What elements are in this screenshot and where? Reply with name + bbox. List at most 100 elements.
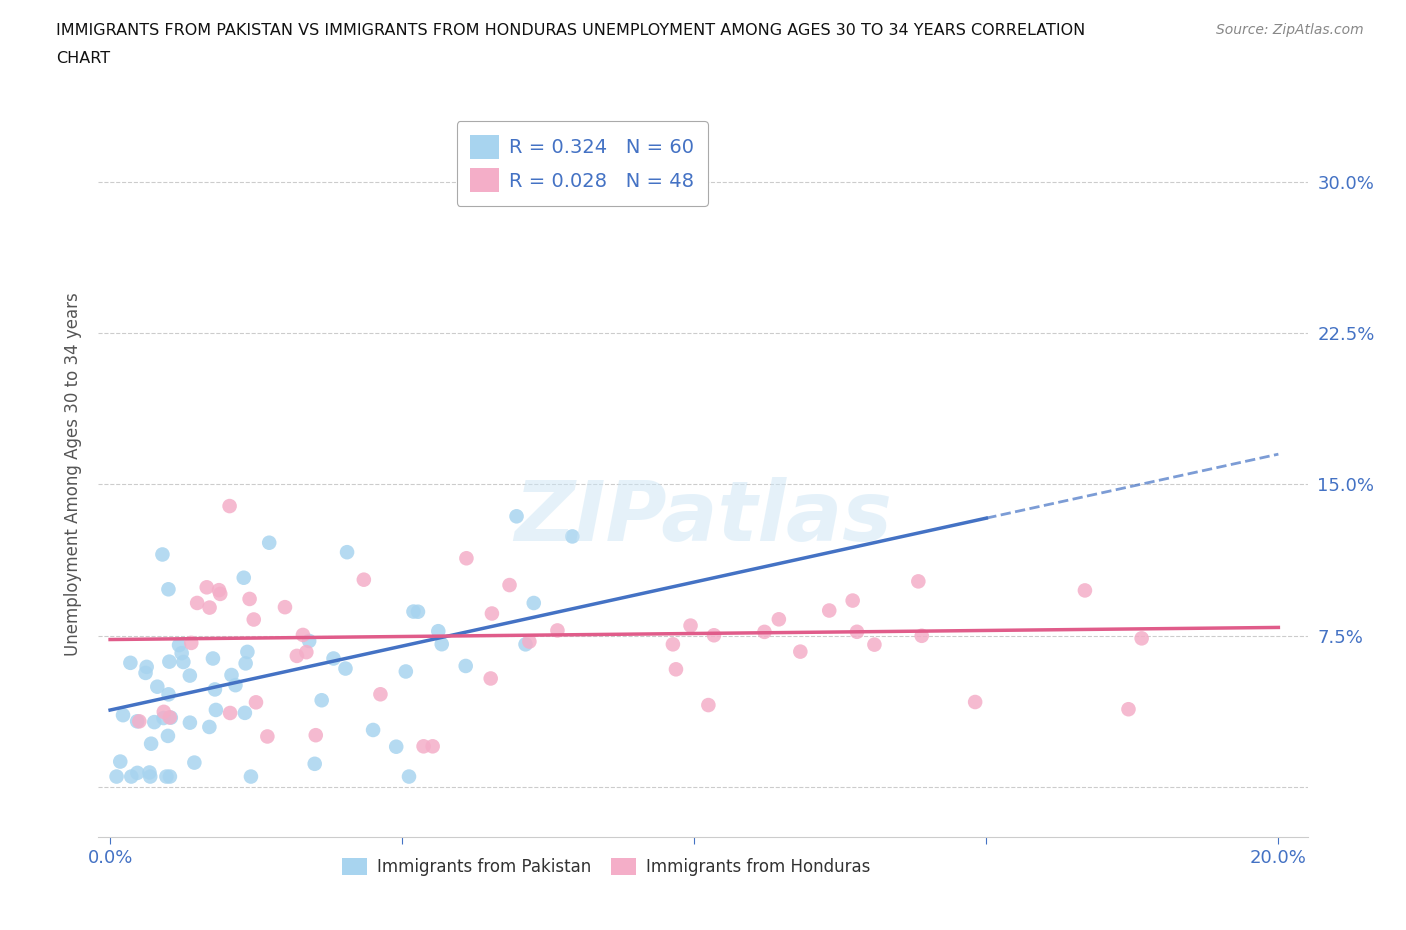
Point [703, 628, 725, 643]
Point [128, 714, 150, 729]
Point [422, 738, 444, 753]
Point [818, 603, 841, 618]
Point [370, 687, 392, 702]
Point [965, 695, 987, 710]
Point [127, 714, 149, 729]
Point [285, 648, 308, 663]
Point [398, 769, 420, 784]
Point [127, 765, 149, 780]
Point [157, 582, 180, 597]
Point [256, 729, 278, 744]
Point [454, 658, 477, 673]
Point [152, 547, 174, 562]
Point [257, 536, 280, 551]
Point [159, 711, 181, 725]
Point [353, 572, 375, 587]
Point [561, 529, 583, 544]
Point [236, 644, 259, 659]
Point [1118, 702, 1140, 717]
Y-axis label: Unemployment Among Ages 30 to 34 years: Unemployment Among Ages 30 to 34 years [63, 292, 82, 657]
Text: CHART: CHART [56, 51, 110, 66]
Text: ZIPatlas: ZIPatlas [515, 477, 891, 558]
Point [170, 645, 193, 660]
Point [239, 769, 262, 784]
Point [662, 637, 685, 652]
Point [519, 634, 541, 649]
Point [201, 651, 224, 666]
Point [789, 644, 811, 659]
Point [546, 623, 568, 638]
Point [291, 628, 314, 643]
Point [274, 600, 297, 615]
Point [295, 644, 318, 659]
Point [665, 662, 688, 677]
Point [204, 682, 226, 697]
Point [157, 654, 180, 669]
Point [159, 710, 181, 724]
Point [159, 769, 181, 784]
Point [235, 656, 257, 671]
Point [385, 739, 408, 754]
Point [311, 693, 333, 708]
Point [406, 604, 429, 619]
Point [224, 678, 246, 693]
Point [221, 668, 243, 683]
Point [841, 593, 863, 608]
Point [239, 591, 262, 606]
Point [911, 629, 934, 644]
Point [481, 606, 503, 621]
Point [245, 695, 267, 710]
Point [305, 728, 328, 743]
Point [232, 570, 254, 585]
Point [523, 595, 546, 610]
Point [697, 698, 720, 712]
Point [505, 509, 527, 524]
Point [183, 755, 205, 770]
Point [479, 671, 502, 686]
Point [172, 655, 194, 670]
Point [679, 618, 702, 633]
Point [1130, 631, 1153, 645]
Point [208, 583, 231, 598]
Text: IMMIGRANTS FROM PAKISTAN VS IMMIGRANTS FROM HONDURAS UNEMPLOYMENT AMONG AGES 30 : IMMIGRANTS FROM PAKISTAN VS IMMIGRANTS F… [56, 23, 1085, 38]
Point [209, 587, 232, 602]
Point [219, 706, 242, 721]
Point [498, 578, 520, 592]
Legend: Immigrants from Pakistan, Immigrants from Honduras: Immigrants from Pakistan, Immigrants fro… [335, 852, 877, 883]
Point [152, 711, 174, 725]
Point [218, 498, 240, 513]
Point [139, 769, 162, 784]
Point [120, 769, 142, 784]
Point [768, 612, 790, 627]
Point [138, 765, 160, 780]
Point [1074, 583, 1097, 598]
Point [395, 664, 418, 679]
Point [907, 574, 929, 589]
Point [754, 624, 776, 639]
Point [167, 638, 190, 653]
Point [179, 668, 201, 683]
Point [110, 754, 132, 769]
Point [863, 637, 886, 652]
Point [195, 580, 218, 595]
Point [242, 612, 264, 627]
Point [336, 545, 359, 560]
Point [456, 551, 478, 565]
Point [846, 624, 869, 639]
Point [515, 637, 537, 652]
Point [155, 769, 177, 784]
Point [322, 651, 344, 666]
Point [361, 723, 384, 737]
Point [198, 600, 221, 615]
Point [105, 769, 128, 784]
Point [179, 715, 201, 730]
Point [198, 720, 221, 735]
Point [412, 738, 434, 753]
Point [153, 704, 176, 719]
Point [427, 624, 450, 639]
Point [304, 756, 326, 771]
Point [205, 702, 228, 717]
Point [298, 633, 321, 648]
Point [186, 595, 208, 610]
Point [143, 714, 166, 729]
